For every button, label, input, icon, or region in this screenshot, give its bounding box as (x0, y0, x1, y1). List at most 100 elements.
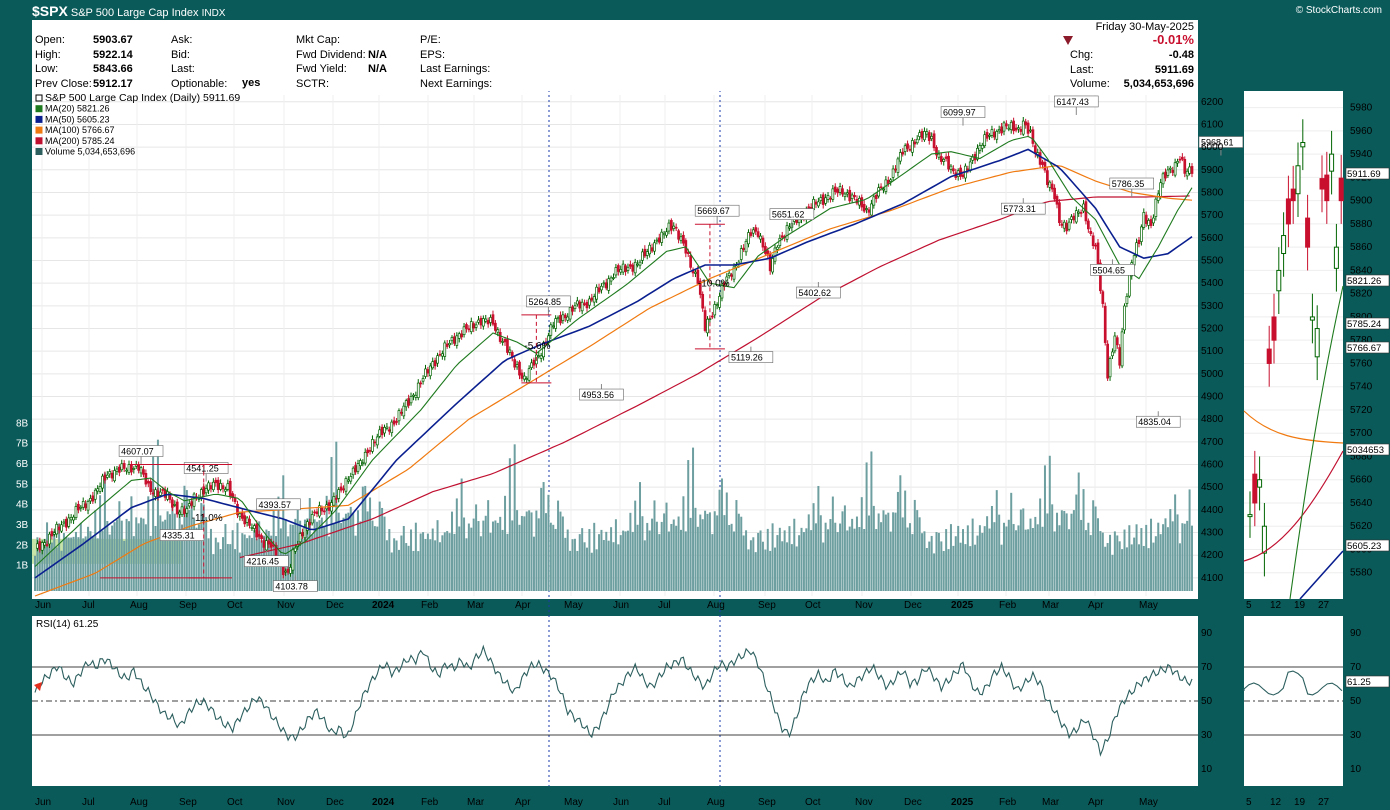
candle-body (821, 194, 825, 205)
inset-candle (1285, 198, 1291, 225)
inset-candle (1257, 479, 1263, 488)
volume-bar (1046, 513, 1049, 591)
volume-bar (805, 528, 808, 591)
candle-body (52, 532, 56, 535)
volume-bar (598, 534, 601, 591)
candle-body (836, 188, 840, 194)
volume-bar (573, 538, 576, 591)
volume-bar (1099, 531, 1102, 591)
annotation-label-13: 5773.31 (1003, 204, 1036, 214)
volume-bar (1043, 465, 1046, 591)
volume-bar (923, 531, 926, 591)
candle-body (643, 248, 647, 257)
inset-tick-5720: 5720 (1350, 405, 1373, 416)
volume-bar (489, 532, 492, 591)
pct-move-label-0: -11.0% (192, 513, 223, 524)
volume-bar (318, 520, 321, 591)
candle-body (713, 304, 717, 316)
col2-labels: Ask: Bid: Last: Optionable: (171, 33, 227, 91)
candle-body (491, 314, 495, 325)
candle-body (1171, 169, 1175, 173)
volume-bar (222, 537, 225, 591)
inset-tag-3: 5766.67 (1347, 343, 1381, 354)
candle-body (983, 134, 987, 147)
volume-bar (455, 498, 458, 591)
volume-bar (771, 523, 774, 591)
candle-body (1058, 202, 1061, 224)
candle-body (50, 531, 54, 537)
annotation-box (796, 286, 841, 299)
candle-body (1017, 127, 1020, 130)
candle-body (655, 239, 659, 242)
volume-bar (388, 529, 391, 591)
legend-swatch-2 (35, 115, 43, 123)
volume-bar (540, 487, 543, 591)
candle-body (183, 508, 186, 515)
main-panel-bg (32, 91, 1198, 599)
candle-body (216, 479, 220, 491)
inset-candle (1247, 514, 1253, 518)
candle-body (359, 460, 362, 467)
annotation-box (1136, 415, 1181, 428)
volume-bar (882, 510, 885, 591)
last-label: Last: (1070, 63, 1094, 76)
volume-bar (328, 536, 331, 591)
volume-bar (899, 475, 902, 591)
volume-bar (853, 528, 856, 591)
volume-bar (906, 527, 909, 591)
candle-body (520, 372, 524, 379)
inset-rsi-line (1243, 670, 1343, 696)
candle-body (1048, 181, 1052, 188)
candle-body (1091, 235, 1095, 246)
candle-body (612, 277, 615, 279)
volume-bar (619, 535, 622, 591)
candle-body (867, 209, 871, 213)
inset-candle (1295, 165, 1301, 195)
inset-tick-5620: 5620 (1350, 521, 1373, 532)
volume-bar (207, 538, 210, 591)
inset-candle (1305, 217, 1311, 248)
candle-body (879, 186, 883, 189)
annotation-label-4: 4216.45 (246, 557, 279, 567)
volume-bar (205, 517, 208, 591)
candle-body (1113, 335, 1117, 352)
inset-rsi-tick-70: 70 (1350, 662, 1362, 673)
volume-bar (1010, 492, 1013, 591)
inset-rsi-tick-10: 10 (1350, 764, 1362, 775)
volume-bar (1118, 541, 1121, 591)
annotation-box (183, 462, 229, 474)
candle-body (1067, 221, 1071, 230)
inset-xtick-1: 12 (1270, 600, 1282, 611)
inset-candle (1276, 269, 1282, 292)
volume-bar (434, 540, 437, 591)
candle-body (226, 483, 230, 490)
candle-body (645, 251, 649, 256)
inset-rsi-tick-50: 50 (1350, 696, 1362, 707)
rsi-tick-90: 90 (1201, 628, 1213, 639)
candle-body (1108, 358, 1112, 378)
volume-bar (998, 514, 1001, 591)
candle-body (932, 133, 936, 149)
candle-body (190, 501, 194, 506)
volume-bar (299, 520, 302, 591)
volume-bar (723, 515, 726, 591)
inset-candle (1314, 328, 1320, 358)
month-tick-22: Apr (1088, 600, 1104, 611)
volume-bar (752, 537, 755, 591)
volume-bar (197, 524, 200, 591)
volume-bar (190, 500, 193, 591)
inset-tick-5840: 5840 (1350, 265, 1373, 276)
candle-body (125, 469, 128, 472)
volume-bar (120, 520, 123, 591)
volume-bar (571, 539, 574, 591)
legend-label-4: MA(200) 5785.24 (45, 136, 115, 146)
candle-body (481, 318, 485, 327)
month-tick-2: Aug (130, 600, 148, 611)
volume-bar (612, 542, 615, 591)
candle-body (1103, 305, 1107, 343)
volume-bar (865, 462, 868, 591)
volume-bar (528, 510, 531, 591)
candle-body (187, 503, 191, 507)
volume-bar (1000, 544, 1003, 591)
volume-bar (728, 525, 731, 591)
